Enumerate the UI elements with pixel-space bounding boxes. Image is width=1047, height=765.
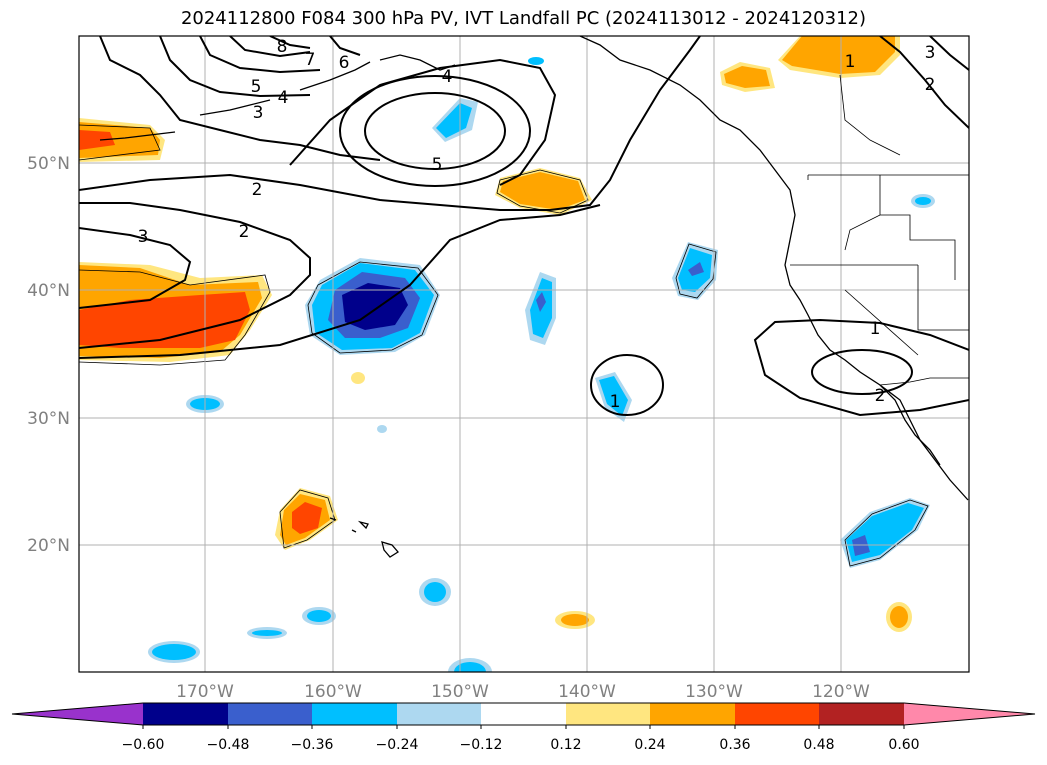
longitude-labels: 170°W 160°W 150°W 140°W 130°W 120°W bbox=[176, 682, 870, 702]
lat-label-30n: 30°N bbox=[27, 409, 70, 429]
svg-text:2: 2 bbox=[875, 386, 886, 406]
svg-text:3: 3 bbox=[253, 103, 264, 123]
colorbar-bin bbox=[481, 703, 566, 725]
colorbar-tick-label: 0.24 bbox=[634, 737, 665, 753]
colorbar-bin bbox=[228, 703, 312, 725]
svg-text:4: 4 bbox=[278, 88, 289, 108]
graticule bbox=[79, 36, 969, 672]
colorbar-tick-label: −0.36 bbox=[291, 737, 334, 753]
lon-label-120w: 120°W bbox=[812, 682, 870, 702]
svg-text:3: 3 bbox=[925, 43, 936, 63]
colorbar-bin bbox=[397, 703, 481, 725]
colorbar-bin bbox=[735, 703, 819, 725]
lon-label-130w: 130°W bbox=[685, 682, 743, 702]
colorbar-tick-label: 0.36 bbox=[719, 737, 750, 753]
colorbar-bin bbox=[566, 703, 650, 725]
lat-label-20n: 20°N bbox=[27, 536, 70, 556]
svg-text:2: 2 bbox=[252, 180, 263, 200]
coastlines bbox=[99, 36, 969, 558]
svg-text:7: 7 bbox=[305, 50, 316, 70]
colorbar-bin bbox=[143, 703, 228, 725]
lon-label-150w: 150°W bbox=[431, 682, 489, 702]
pv-contours bbox=[79, 36, 969, 417]
colorbar-bin bbox=[650, 703, 735, 725]
colorbar-extend-low bbox=[12, 703, 143, 725]
lat-label-40n: 40°N bbox=[27, 281, 70, 301]
lon-label-170w: 170°W bbox=[176, 682, 234, 702]
map-title: 2024112800 F084 300 hPa PV, IVT Landfall… bbox=[180, 8, 867, 29]
svg-text:8: 8 bbox=[277, 37, 288, 57]
colorbar-bin bbox=[819, 703, 904, 725]
svg-text:5: 5 bbox=[251, 77, 262, 97]
pv-shading-outlines bbox=[79, 124, 929, 567]
contour-labels: 8 7 6 5 4 3 4 5 2 2 3 1 3 2 1 2 1 bbox=[138, 37, 936, 412]
colorbar-tick-label: 0.48 bbox=[803, 737, 834, 753]
svg-text:6: 6 bbox=[339, 53, 350, 73]
colorbar-tick-label: −0.24 bbox=[376, 737, 419, 753]
colorbar-tick-label: 0.12 bbox=[550, 737, 581, 753]
lon-label-140w: 140°W bbox=[558, 682, 616, 702]
svg-text:1: 1 bbox=[845, 52, 856, 72]
colorbar: −0.60 −0.48 −0.36 −0.24 −0.12 0.12 0.24 … bbox=[11, 702, 1036, 753]
svg-text:3: 3 bbox=[138, 227, 149, 247]
svg-text:4: 4 bbox=[442, 67, 453, 87]
latitude-labels: 50°N 40°N 30°N 20°N bbox=[27, 154, 70, 556]
colorbar-bin bbox=[312, 703, 397, 725]
colorbar-tick-label: 0.60 bbox=[888, 737, 919, 753]
colorbar-tick-label: −0.12 bbox=[460, 737, 503, 753]
colorbar-tick-label: −0.60 bbox=[122, 737, 165, 753]
colorbar-tick-label: −0.48 bbox=[207, 737, 250, 753]
svg-text:1: 1 bbox=[610, 392, 621, 412]
colorbar-extend-high bbox=[904, 703, 1035, 725]
lon-label-160w: 160°W bbox=[304, 682, 362, 702]
svg-text:1: 1 bbox=[870, 319, 881, 339]
pv-shading bbox=[79, 36, 935, 672]
svg-text:5: 5 bbox=[432, 155, 443, 175]
map-border bbox=[78, 35, 970, 673]
svg-text:2: 2 bbox=[239, 222, 250, 242]
lat-label-50n: 50°N bbox=[27, 154, 70, 174]
svg-text:2: 2 bbox=[925, 75, 936, 95]
